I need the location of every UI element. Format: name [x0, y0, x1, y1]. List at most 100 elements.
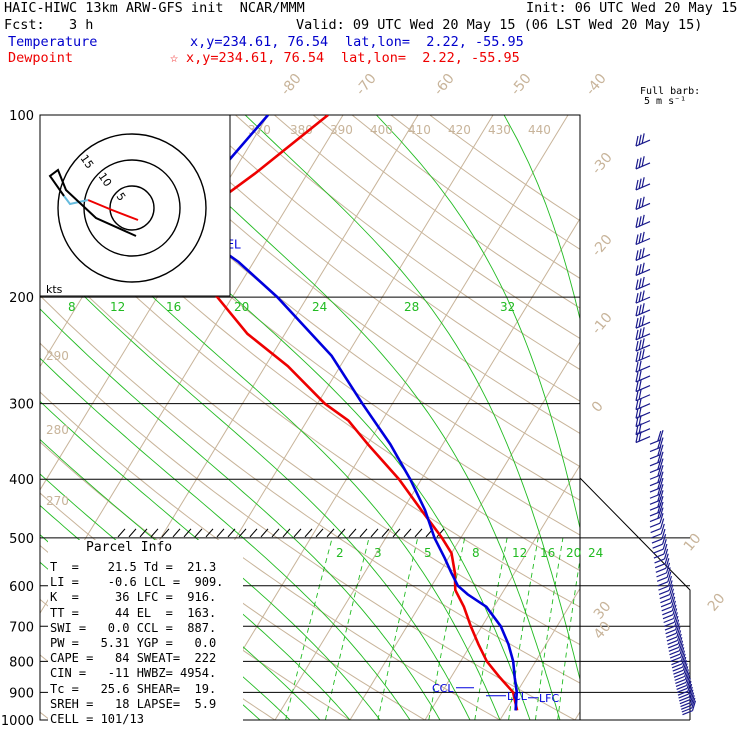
- barb-feather: [657, 502, 662, 514]
- isotherm-label: 10: [681, 531, 705, 555]
- moist-adiabat: [40, 357, 411, 720]
- barb-legend-line1: Full barb:: [640, 86, 701, 97]
- hatch-mark: [370, 528, 379, 538]
- barb-feather: [635, 340, 639, 352]
- barb-feather: [635, 416, 639, 427]
- wind-barb: [635, 360, 651, 373]
- moist-label: 24: [312, 300, 327, 314]
- theta-label: 410: [408, 123, 431, 137]
- mixing-ratio-label: 20: [566, 546, 581, 560]
- barb-feather: [662, 534, 667, 545]
- temperature-xy: x,y=234.61, 76.54: [190, 34, 329, 50]
- barb-feather: [638, 339, 642, 350]
- moist-adiabat: [40, 250, 471, 720]
- barb-staff: [635, 355, 651, 363]
- barb-staff: [680, 701, 691, 708]
- mixing-ratio-label: 16: [540, 546, 555, 560]
- barb-legend-line2: 5 m s⁻¹: [644, 96, 687, 107]
- moist-adiabat: [136, 115, 561, 720]
- wind-barb: [678, 683, 693, 699]
- barb-staff: [664, 625, 676, 631]
- barb-feather: [635, 371, 639, 383]
- mixing-ratio-line: [285, 537, 333, 720]
- wind-barb: [635, 247, 651, 261]
- hatch-mark: [128, 528, 137, 538]
- barb-feather: [682, 660, 687, 671]
- barb-feather: [665, 558, 670, 569]
- barb-staff: [635, 220, 651, 229]
- barb-staff: [635, 296, 651, 304]
- hatch-mark: [150, 528, 159, 538]
- pressure-tick-label: 700: [9, 620, 34, 635]
- barb-feather: [675, 619, 680, 630]
- star-icon: ☆: [170, 50, 179, 66]
- model-title: HAIC-HIWC 13km ARW-GFS init NCAR/MMM: [4, 0, 305, 16]
- barb-feather: [668, 580, 673, 591]
- hodograph-mid-segment: [63, 195, 89, 206]
- valid-time: Valid: 09 UTC Wed 20 May 15 (06 LST Wed …: [296, 17, 703, 33]
- barb-feather: [638, 370, 642, 381]
- hatch-mark: [381, 528, 390, 538]
- parcel-info-row: PW = 5.31 YGP = 0.0: [50, 636, 217, 650]
- barb-feather: [635, 408, 639, 419]
- isotherm-label: -10: [589, 310, 616, 338]
- wind-barb: [658, 575, 673, 591]
- hatch-mark: [403, 528, 412, 538]
- barb-feather: [641, 338, 645, 349]
- barb-feather: [638, 415, 642, 426]
- barb-feather: [688, 683, 693, 695]
- wind-barb: [660, 588, 674, 604]
- isotherm-line: [424, 464, 580, 720]
- barb-staff: [662, 610, 673, 616]
- barb-feather: [678, 637, 683, 648]
- barb-feather: [671, 600, 676, 611]
- barb-feather: [638, 216, 642, 227]
- barb-feather: [670, 592, 675, 603]
- hatch-mark: [260, 528, 269, 538]
- isotherm-label: -20: [589, 232, 616, 260]
- barb-feather: [673, 612, 678, 623]
- barb-feather: [685, 672, 690, 683]
- dry-adiabat: [118, 115, 580, 468]
- isotherm-line: [40, 115, 344, 615]
- barb-feather: [657, 452, 662, 463]
- barb-feather: [667, 575, 673, 587]
- wind-barb: [654, 553, 669, 569]
- barb-feather: [669, 584, 674, 595]
- barb-staff: [635, 202, 651, 210]
- dry-adiabat: [40, 294, 580, 684]
- dewpoint-legend: Dewpoint: [8, 50, 74, 66]
- barb-feather: [638, 406, 642, 418]
- barb-feather: [635, 217, 639, 228]
- theta-label: 270: [46, 494, 69, 508]
- barb-staff: [669, 653, 681, 659]
- hatch-mark: [293, 528, 302, 538]
- barb-feather: [671, 596, 676, 607]
- dry-adiabat: [40, 342, 576, 720]
- dry-adiabat: [40, 115, 580, 536]
- barb-staff: [653, 553, 665, 559]
- barb-feather: [635, 318, 639, 329]
- barb-staff: [675, 681, 687, 687]
- moist-adiabat: [503, 115, 580, 321]
- barb-feather: [638, 380, 642, 391]
- moist-adiabat: [40, 183, 501, 720]
- barb-feather: [684, 669, 689, 680]
- barb-feather: [635, 390, 639, 401]
- hodograph-upper-segment: [48, 168, 137, 237]
- wind-barb: [664, 612, 678, 627]
- wind-barb: [660, 592, 675, 608]
- moist-label: 32: [500, 300, 515, 314]
- parcel-info-row: CAPE = 84 SWEAT= 222: [50, 651, 217, 666]
- mixing-ratio-line: [534, 537, 564, 720]
- barb-feather: [662, 539, 667, 550]
- barb-feather: [641, 196, 645, 207]
- barb-feather: [659, 507, 664, 518]
- barb-feather: [680, 650, 686, 661]
- barb-staff: [674, 675, 685, 681]
- barb-feather: [689, 689, 694, 700]
- isotherm-label: 20: [705, 591, 729, 615]
- wind-barb: [649, 507, 664, 523]
- parcel-info-row: CELL = 101/13: [50, 712, 144, 726]
